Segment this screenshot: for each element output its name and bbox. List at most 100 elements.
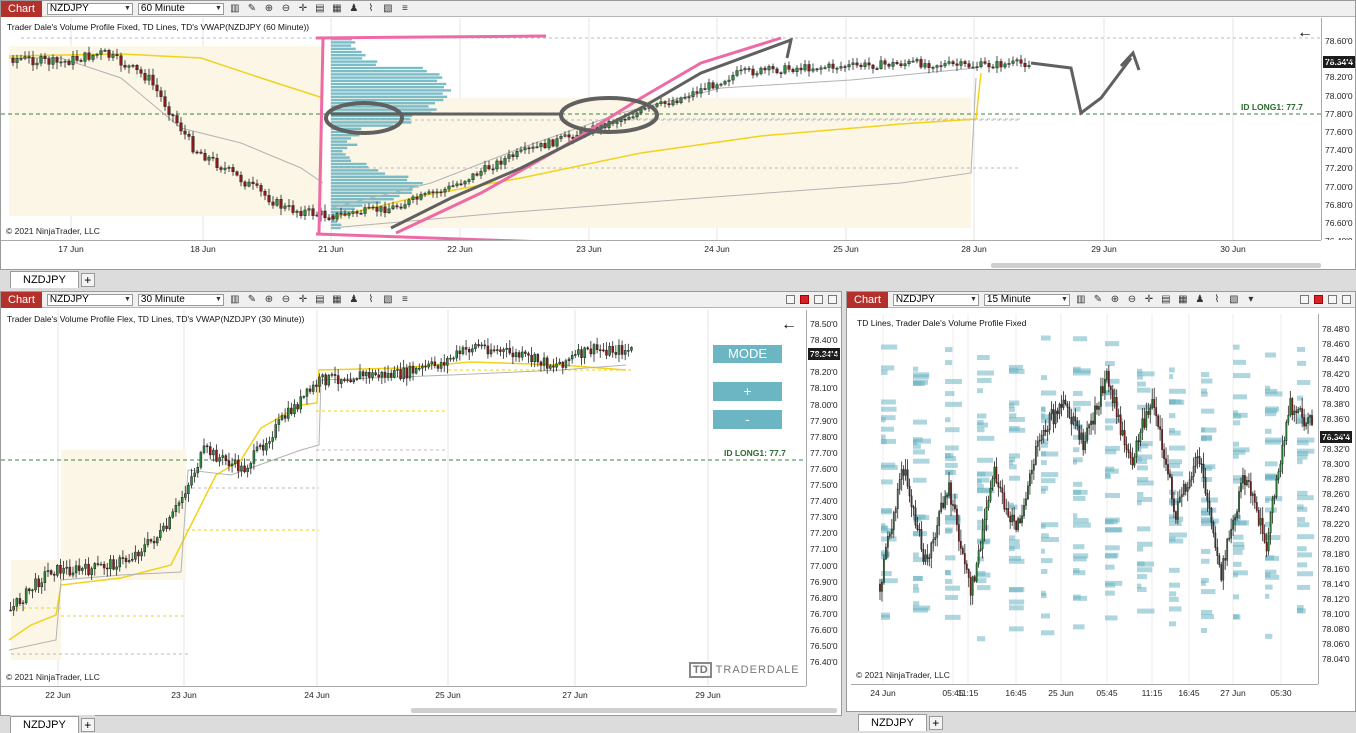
templates-icon[interactable]: ▧ — [1229, 293, 1239, 305]
data-box-icon[interactable]: ▦ — [332, 293, 342, 305]
zoom-in-icon[interactable]: ⊕ — [264, 2, 274, 14]
candle — [95, 54, 99, 56]
volume-profile-bar — [1169, 621, 1176, 627]
candle — [303, 209, 307, 216]
add-tab-button[interactable]: + — [80, 718, 95, 732]
instrument-select[interactable]: NZDJPY — [892, 293, 979, 306]
candle — [627, 117, 631, 120]
chart-menu-button[interactable]: Chart — [847, 292, 888, 308]
crosshair-icon[interactable]: ✛ — [298, 2, 308, 14]
left-price-plot[interactable]: Trader Dale's Volume Profile Flex, TD Li… — [1, 310, 806, 686]
properties-icon[interactable]: ▤ — [1161, 293, 1171, 305]
candle — [675, 100, 679, 103]
dropdown-icon[interactable]: ▾ — [1248, 293, 1254, 305]
bar-style-icon[interactable]: ▥ — [1076, 293, 1086, 305]
volume-profile-bar — [945, 379, 962, 385]
templates-icon[interactable]: ▧ — [383, 293, 393, 305]
candle — [787, 65, 791, 70]
candle — [227, 460, 231, 467]
volume-profile-bar — [1041, 590, 1046, 596]
chart-menu-button[interactable]: Chart — [1, 292, 42, 308]
right-time-axis[interactable]: 24 Jun 05:45 11:15 16:45 25 Jun 05:45 11:15 16:… — [851, 684, 1318, 702]
close-icon[interactable] — [1314, 295, 1323, 304]
tab-nzdjpy-top[interactable]: NZDJPY — [10, 271, 79, 288]
bar-style-icon[interactable]: ▥ — [230, 293, 240, 305]
draw-icon[interactable]: ✎ — [247, 2, 257, 14]
chart-menu-button[interactable]: Chart — [1, 1, 42, 17]
candle — [124, 557, 128, 563]
candle — [751, 68, 755, 76]
indicators-icon[interactable]: ⌇ — [368, 293, 374, 305]
left-arrow-icon[interactable]: ← — [781, 316, 797, 333]
tab-nzdjpy-right[interactable]: NZDJPY — [858, 714, 927, 731]
candle — [243, 465, 246, 473]
zoom-out-icon[interactable]: ⊖ — [281, 293, 291, 305]
instrument-select[interactable]: NZDJPY — [46, 2, 133, 15]
right-price-axis[interactable]: 78.34'4 78.48'0 78.46'0 78.44'0 78.42'0 78.4… — [1318, 314, 1355, 684]
strategies-icon[interactable]: ♟ — [349, 2, 359, 14]
data-box-icon[interactable]: ▦ — [1178, 293, 1188, 305]
candle — [486, 345, 490, 355]
left-time-axis[interactable]: 22 Jun 23 Jun 24 Jun 25 Jun 27 Jun 29 Jun — [1, 686, 806, 704]
instrument-select[interactable]: NZDJPY — [46, 293, 133, 306]
candle — [911, 60, 915, 63]
candle — [1293, 410, 1296, 415]
add-tab-button[interactable]: + — [80, 273, 95, 287]
mode-button[interactable]: MODE — [713, 345, 782, 363]
right-price-plot[interactable]: TD Lines, Trader Dale's Volume Profile F… — [851, 314, 1318, 684]
data-box-icon[interactable]: ▦ — [332, 2, 342, 14]
zoom-out-icon[interactable]: ⊖ — [281, 2, 291, 14]
interval-select[interactable]: 60 Minute — [137, 2, 224, 15]
add-tab-button[interactable]: + — [928, 716, 943, 730]
candle — [703, 88, 707, 90]
restore-icon[interactable] — [814, 295, 823, 304]
interval-select[interactable]: 30 Minute — [137, 293, 224, 306]
strategies-icon[interactable]: ♟ — [1195, 293, 1205, 305]
close-icon[interactable] — [800, 295, 809, 304]
strategies-icon[interactable]: ♟ — [349, 293, 359, 305]
top-scrollbar[interactable] — [991, 263, 1321, 268]
left-price-axis[interactable]: 78.34'4 78.50'0 78.40'0 78.30'0 78.20'0 78.1… — [806, 310, 841, 686]
properties-icon[interactable]: ▤ — [315, 2, 325, 14]
draw-icon[interactable]: ✎ — [1093, 293, 1103, 305]
minimize-icon[interactable] — [786, 295, 795, 304]
volume-profile-bar — [331, 47, 356, 50]
minimize-icon[interactable] — [1300, 295, 1309, 304]
interval-select[interactable]: 15 Minute — [983, 293, 1070, 306]
indicators-icon[interactable]: ⌇ — [368, 2, 374, 14]
top-price-axis[interactable]: 78.34'4 78.60'0 78.40'0 78.20'0 78.00'0 77.8… — [1321, 18, 1355, 240]
copyright-text: © 2021 NinjaTrader, LLC — [6, 672, 100, 682]
indicators-icon[interactable]: ⌇ — [1214, 293, 1220, 305]
volume-profile-bar — [331, 182, 423, 185]
maximize-icon[interactable] — [828, 295, 837, 304]
crosshair-icon[interactable]: ✛ — [298, 293, 308, 305]
zoom-minus-button[interactable]: - — [713, 410, 782, 429]
left-scrollbar[interactable] — [411, 708, 837, 713]
crosshair-icon[interactable]: ✛ — [1144, 293, 1154, 305]
draw-icon[interactable]: ✎ — [247, 293, 257, 305]
maximize-icon[interactable] — [1342, 295, 1351, 304]
top-price-plot[interactable]: Trader Dale's Volume Profile Fixed, TD L… — [1, 18, 1321, 240]
candle — [963, 61, 967, 64]
templates-icon[interactable]: ▧ — [383, 2, 393, 14]
properties-icon[interactable]: ▤ — [315, 293, 325, 305]
candle — [492, 349, 496, 352]
lock-icon[interactable]: ≡ — [401, 293, 408, 305]
candle — [723, 81, 727, 85]
candle — [1084, 440, 1087, 451]
candle — [975, 563, 978, 582]
zoom-out-icon[interactable]: ⊖ — [1127, 293, 1137, 305]
lock-icon[interactable]: ≡ — [401, 2, 408, 14]
tab-nzdjpy-left[interactable]: NZDJPY — [10, 716, 79, 733]
candle — [411, 196, 415, 201]
left-arrow-icon[interactable]: ← — [1297, 24, 1313, 41]
zoom-plus-button[interactable]: + — [713, 382, 782, 401]
zoom-in-icon[interactable]: ⊕ — [1110, 293, 1120, 305]
bar-style-icon[interactable]: ▥ — [230, 2, 240, 14]
zoom-in-icon[interactable]: ⊕ — [264, 293, 274, 305]
top-time-axis[interactable]: 17 Jun 18 Jun 21 Jun 22 Jun 23 Jun 24 Jun 25 J… — [1, 240, 1321, 260]
candle — [559, 136, 563, 139]
restore-icon[interactable] — [1328, 295, 1337, 304]
candle — [211, 156, 215, 159]
candle — [340, 379, 343, 384]
